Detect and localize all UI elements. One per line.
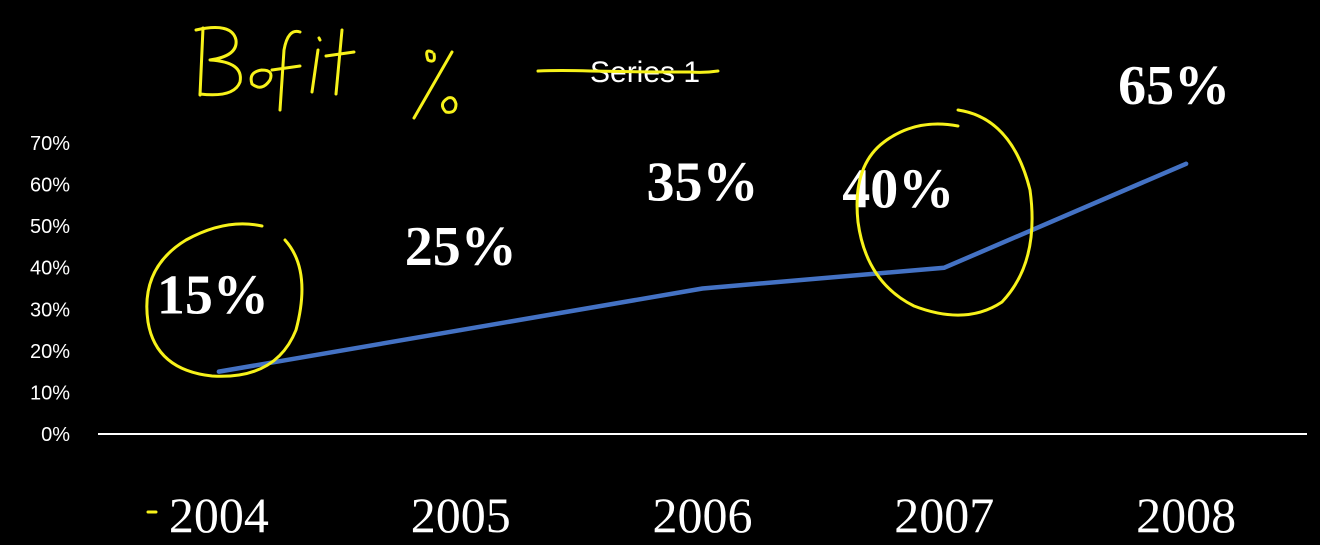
y-tick-label: 40% [30,258,70,280]
y-tick-label: 50% [30,216,70,238]
y-tick-label: 0% [41,424,70,446]
y-tick-label: 70% [30,133,70,155]
y-axis-tick-labels: 0% 10% 20% 30% 40% 50% 60% 70% [30,133,70,446]
data-point [1184,161,1189,166]
series-1-points [216,161,1189,374]
data-point [942,265,947,270]
data-point [216,369,221,374]
data-labels: 15% 25% 35% 40% 65% [157,55,1230,327]
y-tick-label: 10% [30,382,70,404]
data-label: 35% [647,152,759,214]
data-label: 40% [842,159,954,221]
x-tick-label: 2008 [1136,487,1236,543]
circle-around-40-percent [855,108,1034,317]
data-label: 15% [157,265,269,327]
x-tick-label: 2005 [411,487,511,543]
data-label: 65% [1118,55,1230,117]
x-tick-label: 2006 [653,487,753,543]
x-axis-tick-labels: 2004 2005 2006 2007 2008 [169,487,1236,543]
circle-around-15-percent [145,222,304,378]
y-tick-label: 60% [30,175,70,197]
handwritten-annotations [145,26,1034,514]
x-tick-label: 2004 [169,487,269,543]
data-point [458,328,463,333]
handwritten-profit-percent-title [194,26,458,120]
y-tick-label: 30% [30,299,70,321]
x-tick-label: 2007 [894,487,994,543]
y-tick-label: 20% [30,341,70,363]
data-label: 25% [405,216,517,278]
legend-strikethrough-mark [536,69,720,74]
data-point [700,286,705,291]
